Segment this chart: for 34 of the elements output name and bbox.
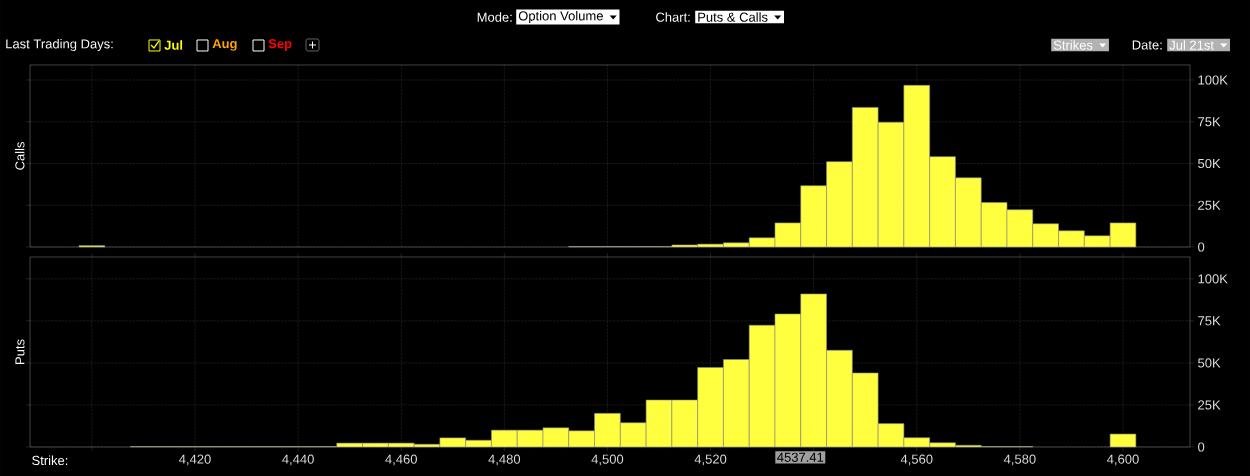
- x-tick-label: 4,580: [1003, 454, 1036, 466]
- y-tick-label: 0: [1198, 442, 1205, 452]
- y-tick-label: 75K: [1198, 117, 1221, 127]
- x-tick-label: 4,560: [900, 454, 933, 466]
- x-axis-title: Strike:: [32, 455, 68, 466]
- x-tick-label: 4,440: [282, 454, 314, 466]
- x-tick-label: 4,420: [179, 454, 211, 466]
- x-tick-label: 4,500: [591, 454, 624, 466]
- y-tick-label: 50K: [1198, 358, 1221, 368]
- text: Aug: [212, 39, 237, 51]
- y-axis-title: Calls: [14, 142, 25, 170]
- text: Last Trading Days:: [6, 38, 113, 52]
- text: Option Volume: [518, 10, 603, 24]
- text: Puts & Calls: [698, 12, 768, 22]
- text: Sep: [268, 39, 292, 51]
- y-tick-label: 75K: [1198, 316, 1221, 326]
- text: Date:: [1132, 40, 1162, 50]
- x-tick-label: 4,480: [488, 454, 521, 466]
- y-tick-label: 25K: [1198, 200, 1221, 210]
- y-tick-label: 0: [1198, 242, 1205, 252]
- text: Strikes: [1053, 40, 1093, 50]
- text: Jul 21st: [1169, 40, 1214, 50]
- x-tick-label: 4,460: [385, 454, 417, 466]
- text: Mode:: [477, 12, 512, 22]
- y-tick-label: 100K: [1198, 274, 1228, 284]
- y-tick-label: 25K: [1198, 400, 1221, 410]
- text: Chart:: [656, 12, 690, 22]
- y-axis-title: Puts: [15, 339, 25, 364]
- y-tick-label: 50K: [1198, 158, 1221, 169]
- x-tick-label: 4,600: [1107, 454, 1139, 466]
- x-tick-label: 4,520: [694, 454, 727, 466]
- y-tick-label: 100K: [1198, 75, 1228, 85]
- text: Jul: [164, 40, 183, 50]
- annotation: 4537.41: [777, 452, 824, 462]
